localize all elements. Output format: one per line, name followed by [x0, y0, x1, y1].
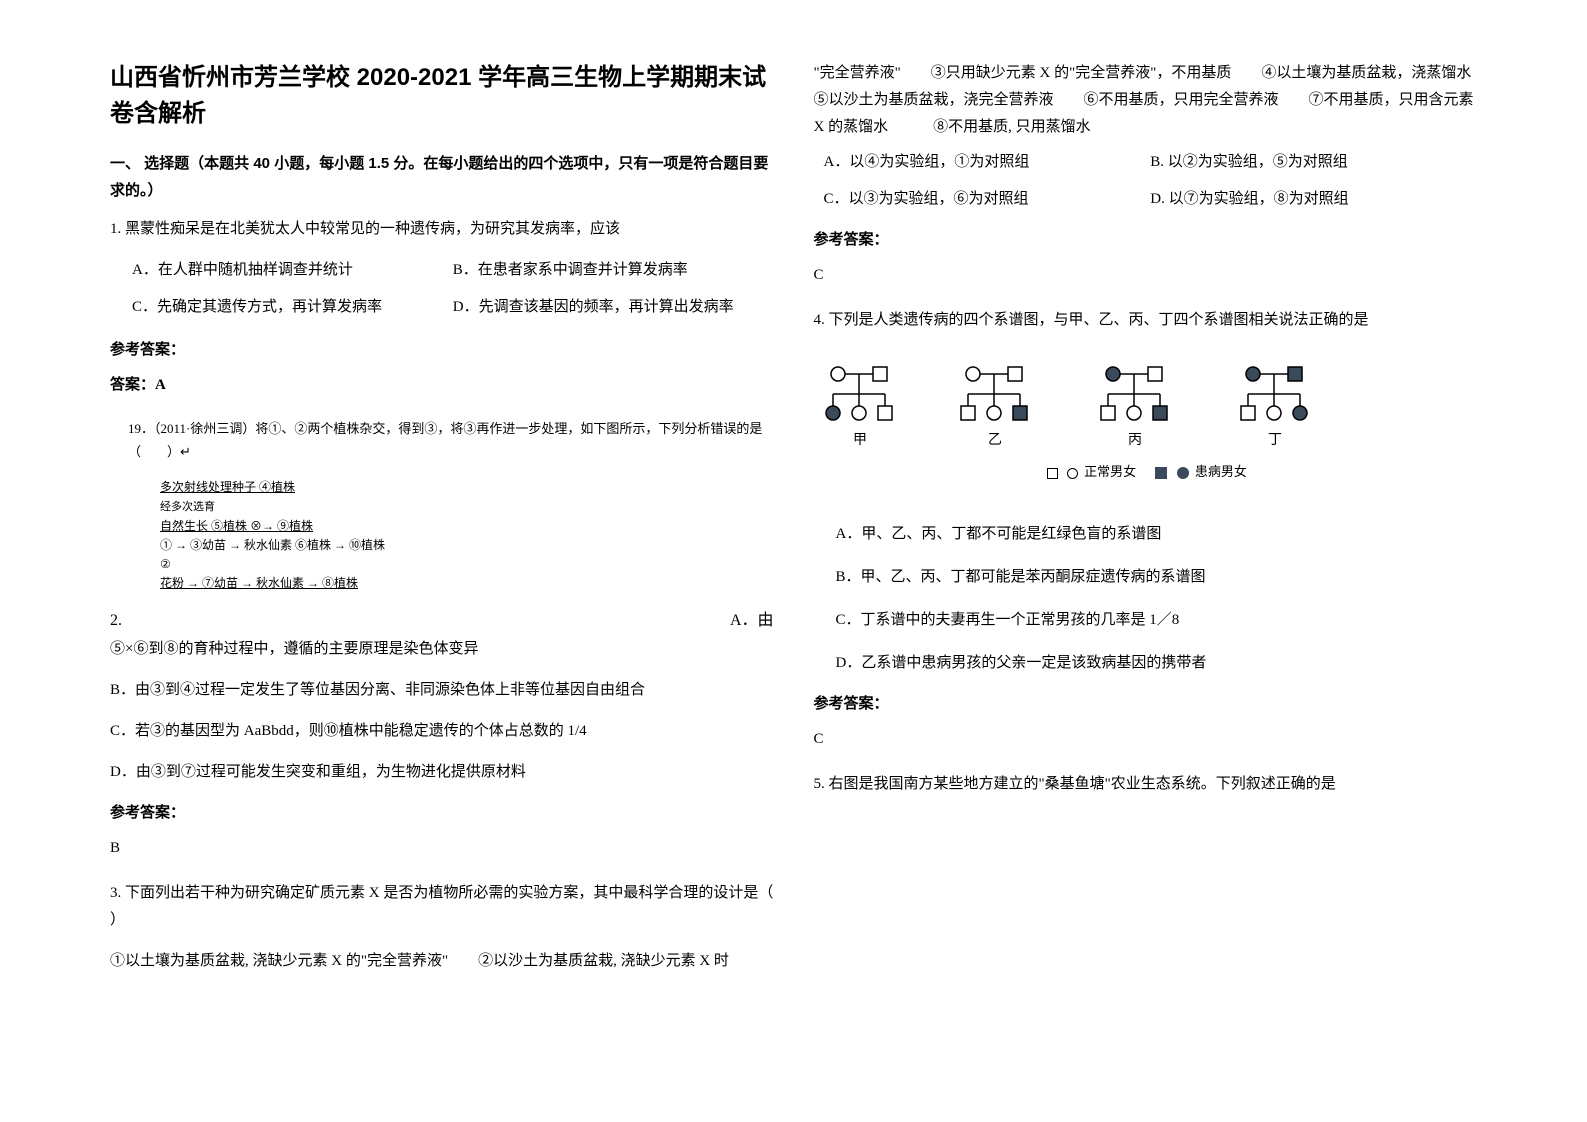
q2-diag-line5: 花粉 → ⑦幼苗 → 秋水仙素 → ⑧植株 [160, 574, 460, 593]
q1-opts-row2: C．先确定其遗传方式，再计算发病率 D．先调查该基因的频率，再计算出发病率 [110, 294, 774, 321]
q1-opt-a: A．在人群中随机抽样调查并统计 [132, 257, 453, 284]
right-column: "完全营养液" ③只用缺少元素 X 的"完全营养液"，不用基质 ④以土壤为基质盆… [794, 60, 1498, 1062]
q1-opt-c: C．先确定其遗传方式，再计算发病率 [132, 294, 453, 321]
q2-diag-line2: 自然生长 ⑤植株 ⊗→ ⑨植株 [160, 517, 460, 536]
q2-answer: B [110, 835, 774, 862]
q4-opt-a: A．甲、乙、丙、丁都不可能是红绿色盲的系谱图 [814, 521, 1478, 548]
section-1-intro: 一、 选择题（本题共 40 小题，每小题 1.5 分。在每小题给出的四个选项中，… [110, 150, 774, 204]
q3-opt-a: A．以④为实验组，①为对照组 [824, 149, 1151, 176]
q2-opt-a-tail: A．由 [730, 607, 774, 636]
q2-number: 2. [110, 607, 122, 636]
legend-affected-text: 患病男女 [1195, 464, 1247, 479]
q1-answer: 答案：A [110, 372, 774, 399]
q2-sub-stem: 19．（2011·徐州三调）将①、②两个植株杂交，得到③，将③再作进一步处理，如… [128, 417, 774, 464]
legend-square-open-icon [1047, 468, 1058, 479]
q2-num-row: 2. A．由 [110, 607, 774, 636]
left-column: 山西省忻州市芳兰学校 2020-2021 学年高三生物上学期期末试卷含解析 一、… [90, 60, 794, 1062]
q1-opt-b: B．在患者家系中调查并计算发病率 [453, 257, 774, 284]
q1-answer-label: 参考答案： [110, 337, 774, 364]
pedigree-svg: 甲 乙 丙 丁 [818, 356, 1378, 456]
q2-opt-b: B．由③到④过程一定发生了等位基因分离、非同源染色体上非等位基因自由组合 [110, 677, 774, 704]
q5-stem: 5. 右图是我国南方某些地方建立的"桑基鱼塘"农业生态系统。下列叙述正确的是 [814, 771, 1478, 798]
legend-square-fill-icon [1155, 467, 1167, 479]
q4-opt-c: C．丁系谱中的夫妻再生一个正常男孩的几率是 1／8 [814, 607, 1478, 634]
q2-diag-line5-txt: 花粉 → ⑦幼苗 → 秋水仙素 → ⑧植株 [160, 576, 358, 590]
q3-line1: ①以土壤为基质盆栽, 浇缺少元素 X 的"完全营养液" ②以沙土为基质盆栽, 浇… [110, 948, 774, 975]
q2-opt-c: C．若③的基因型为 AaBbdd，则⑩植株中能稳定遗传的个体占总数的 1/4 [110, 718, 774, 745]
q3-opt-c: C．以③为实验组，⑥为对照组 [824, 186, 1151, 213]
q2-opt-d: D．由③到⑦过程可能发生突变和重组，为生物进化提供原材料 [110, 759, 774, 786]
pedigree-label-b: 乙 [988, 432, 1002, 448]
pedigree-legend: 正常男女 患病男女 [818, 460, 1474, 483]
q4-stem: 4. 下列是人类遗传病的四个系谱图，与甲、乙、丙、丁四个系谱图相关说法正确的是 [814, 307, 1478, 334]
q2-diag-line1b: 经多次选育 [160, 499, 460, 517]
exam-title: 山西省忻州市芳兰学校 2020-2021 学年高三生物上学期期末试卷含解析 [110, 60, 774, 132]
legend-normal-text: 正常男女 [1084, 464, 1136, 479]
q3-answer-label: 参考答案： [814, 227, 1478, 254]
q3-opts-row2: C．以③为实验组，⑥为对照组 D. 以⑦为实验组，⑧为对照组 [814, 186, 1478, 213]
q2-diag-line4: ② [160, 555, 460, 574]
pedigree-label-a: 甲 [853, 433, 867, 448]
q4-pedigree-diagram: 甲 乙 丙 丁 正常男女 患病男女 [814, 348, 1478, 491]
q1-stem: 1. 黑蒙性痴呆是在北美犹太人中较常见的一种遗传病，为研究其发病率，应该 [110, 216, 774, 243]
q3-stem: 3. 下面列出若干种为研究确定矿质元素 X 是否为植物所必需的实验方案，其中最科… [110, 880, 774, 934]
q4-opt-d: D．乙系谱中患病男孩的父亲一定是该致病基因的携带者 [814, 650, 1478, 677]
pedigree-label-d: 丁 [1268, 433, 1282, 448]
q2-answer-label: 参考答案： [110, 800, 774, 827]
q1-opts-row1: A．在人群中随机抽样调查并统计 B．在患者家系中调查并计算发病率 [110, 257, 774, 284]
q3-opt-b: B. 以②为实验组，⑤为对照组 [1150, 149, 1477, 176]
q3-answer: C [814, 262, 1478, 289]
q3-line2: "完全营养液" ③只用缺少元素 X 的"完全营养液"，不用基质 ④以土壤为基质盆… [814, 60, 1478, 141]
pedigree-label-c: 丙 [1128, 433, 1142, 448]
q3-opt-d: D. 以⑦为实验组，⑧为对照组 [1150, 186, 1477, 213]
legend-circle-fill-icon [1177, 467, 1189, 479]
q3-opts-row1: A．以④为实验组，①为对照组 B. 以②为实验组，⑤为对照组 [814, 149, 1478, 176]
q2-diag-line1-txt: 多次射线处理种子 ④植株 [160, 480, 295, 494]
q4-answer-label: 参考答案： [814, 691, 1478, 718]
legend-circle-open-icon [1067, 468, 1078, 479]
q4-answer: C [814, 726, 1478, 753]
q2-diag-line3-txt: ① → ③幼苗 → 秋水仙素 ⑥植株 → ⑩植株 [160, 538, 385, 552]
q4-opt-b: B．甲、乙、丙、丁都可能是苯丙酮尿症遗传病的系谱图 [814, 564, 1478, 591]
q1-opt-d: D．先调查该基因的频率，再计算出发病率 [453, 294, 774, 321]
q2-diagram: 多次射线处理种子 ④植株 经多次选育 自然生长 ⑤植株 ⊗→ ⑨植株 ① → ③… [150, 472, 470, 600]
q2-diag-line2-txt: 自然生长 ⑤植株 ⊗→ ⑨植株 [160, 519, 313, 533]
q2-opt-a-cont: ⑤×⑥到⑧的育种过程中，遵循的主要原理是染色体变异 [110, 636, 774, 663]
q2-diag-line1: 多次射线处理种子 ④植株 [160, 478, 460, 497]
q2-diag-line3: ① → ③幼苗 → 秋水仙素 ⑥植株 → ⑩植株 [160, 536, 460, 555]
